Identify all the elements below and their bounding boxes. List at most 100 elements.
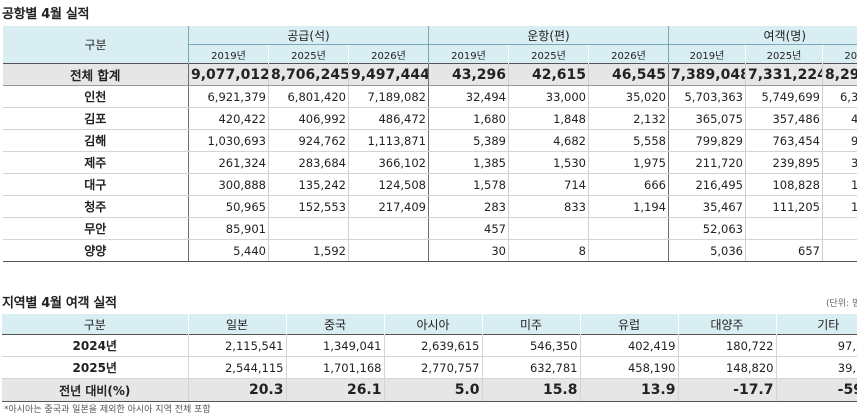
column-header: 대양주 [677, 314, 776, 335]
table-cell: 657 [745, 239, 823, 262]
table-cell: 1,975 [588, 151, 669, 174]
table-cell: 7,189,082 [348, 85, 429, 108]
region-table: 구분 일본 중국 아시아 미주 유럽 대양주 기타 2024년 2,115,541 1,349,… [2, 314, 857, 402]
footnote: *아시아는 중국과 일본을 제외한 아시아 지역 전체 포함 [4, 405, 211, 415]
table-cell: 7,389,048 [668, 63, 746, 86]
table-cell: 1,848 [508, 107, 589, 130]
row-label: 청주 [2, 195, 189, 218]
airport-label-header: 구분 [2, 26, 189, 64]
table-row: 무안 85,901 457 52,063 [2, 217, 857, 240]
row-label: 2024년 [2, 334, 188, 357]
table-cell: 111,205 [745, 195, 823, 218]
table-cell: 666 [588, 173, 669, 196]
table-cell: 8,294,961 [821, 63, 857, 86]
column-header: 중국 [285, 314, 384, 335]
table-cell: 52,063 [668, 217, 746, 240]
table-cell: 5,749,699 [745, 85, 823, 108]
column-header: 일본 [187, 314, 286, 335]
table-cell: 833 [508, 195, 589, 218]
table-cell: 6,921,379 [188, 85, 269, 108]
table-row: 제주 261,324 283,684 366,102 1,385 1,530 1,975 21… [2, 151, 857, 174]
table-cell: 457 [428, 217, 509, 240]
table-cell: 2,132 [588, 107, 669, 130]
table-cell: 20.3 [187, 378, 286, 402]
table-cell [821, 217, 857, 240]
table-cell: 317,979 [821, 151, 857, 174]
column-header: 아시아 [383, 314, 482, 335]
table-cell: 9,497,444 [348, 63, 429, 86]
table-cell: -59.9 [775, 378, 857, 402]
table-cell: 1,530 [508, 151, 589, 174]
table-cell: 33,000 [508, 85, 589, 108]
table-cell: -17.7 [677, 378, 776, 402]
change-row: 전년 대비(%)20.326.15.015.813.9-17.7-59.9 [2, 378, 857, 402]
table-cell: 42,615 [508, 63, 589, 86]
table-cell: 714 [508, 173, 589, 196]
table-cell: 1,385 [428, 151, 509, 174]
table-cell: 8,706,245 [268, 63, 349, 86]
table-cell: 32,494 [428, 85, 509, 108]
table-cell: 2,544,115 [187, 356, 286, 379]
column-header: 기타 [775, 314, 857, 335]
year-header: 2019년 [428, 44, 509, 64]
row-label: 김포 [2, 107, 189, 130]
table-cell: 9,077,012 [188, 63, 269, 86]
row-label: 제주 [2, 151, 189, 174]
table-cell: 1,701,168 [285, 356, 384, 379]
table-cell: 7,331,224 [745, 63, 823, 86]
region-label-header: 구분 [2, 314, 188, 335]
region-unit-label: (단위: 명) [826, 299, 857, 309]
table-cell: 300,888 [188, 173, 269, 196]
table-cell: 2,639,615 [383, 334, 482, 357]
table-cell: 2,115,541 [187, 334, 286, 357]
table-cell: 217,409 [348, 195, 429, 218]
table-cell: 5.0 [383, 378, 482, 402]
table-cell: 6,308,572 [821, 85, 857, 108]
column-header: 미주 [481, 314, 580, 335]
table-cell: 546,350 [481, 334, 580, 357]
table-cell: 486,472 [348, 107, 429, 130]
group-header-flights: 운항(편) [428, 26, 669, 45]
table-cell: 35,467 [668, 195, 746, 218]
row-label: 대구 [2, 173, 189, 196]
row-label: 김해 [2, 129, 189, 152]
row-label: 인천 [2, 85, 189, 108]
row-label: 2025년 [2, 356, 188, 379]
table-cell [348, 217, 429, 240]
table-cell: 420,422 [188, 107, 269, 130]
table-cell: 1,113,871 [348, 129, 429, 152]
table-cell: 283 [428, 195, 509, 218]
group-header-supply: 공급(석) [188, 26, 429, 45]
table-cell: 458,190 [579, 356, 678, 379]
table-cell: 13.9 [579, 378, 678, 402]
year-header: 2026년 [821, 44, 857, 64]
table-cell [745, 217, 823, 240]
table-cell: 763,454 [745, 129, 823, 152]
table-cell: 5,440 [188, 239, 269, 262]
row-label: 전년 대비(%) [2, 378, 188, 402]
total-row: 전체 합계 9,077,012 8,706,245 9,497,444 43,296 42… [2, 63, 857, 86]
table-cell: 283,684 [268, 151, 349, 174]
table-cell: 1,680 [428, 107, 509, 130]
table-cell: 1,030,693 [188, 129, 269, 152]
table-cell: 1,349,041 [285, 334, 384, 357]
airport-section-title: 공항별 4월 실적 [2, 7, 90, 22]
row-label: 양양 [2, 239, 189, 262]
table-cell [588, 217, 669, 240]
column-header: 유럽 [579, 314, 678, 335]
table-cell [508, 217, 589, 240]
year-header: 2019년 [188, 44, 269, 64]
table-cell: 161,032 [821, 195, 857, 218]
table-cell: 366,102 [348, 151, 429, 174]
table-cell: 261,324 [188, 151, 269, 174]
table-cell: 148,820 [677, 356, 776, 379]
airport-header-groups: 구분 공급(석) 운항(편) 여객(명) [2, 26, 857, 64]
table-cell: 216,495 [668, 173, 746, 196]
table-cell [588, 239, 669, 262]
table-cell: 124,508 [348, 173, 429, 196]
year-header: 2026년 [348, 44, 429, 64]
table-cell: 1,578 [428, 173, 509, 196]
table-cell: 239,895 [745, 151, 823, 174]
year-header: 2026년 [588, 44, 669, 64]
region-section-title: 지역별 4월 여객 실적 [2, 296, 117, 311]
